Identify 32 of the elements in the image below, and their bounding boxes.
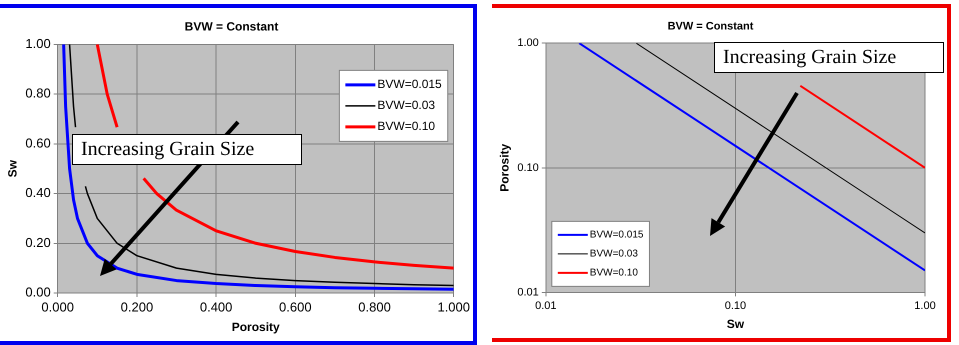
- annotation: Increasing Grain Size: [72, 134, 302, 165]
- annotation: Increasing Grain Size: [714, 42, 944, 73]
- chart-title: BVW = Constant: [184, 20, 278, 34]
- y-tick-label: 0.01: [517, 286, 539, 298]
- x-tick-label: 0.000: [41, 299, 74, 314]
- legend-label: BVW=0.10: [377, 119, 436, 134]
- x-axis-title: Porosity: [232, 320, 280, 334]
- x-tick-label: 0.200: [120, 299, 154, 314]
- y-tick-label: 0.60: [25, 135, 51, 150]
- legend-label: BVW=0.03: [377, 98, 436, 112]
- legend-label: BVW=0.015: [377, 77, 442, 92]
- x-axis-title: Sw: [726, 317, 745, 332]
- y-tick-label: 0.00: [25, 284, 51, 300]
- x-tick-label: 0.01: [535, 300, 557, 312]
- y-tick-label: 1.00: [517, 37, 539, 50]
- legend-label: BVW=0.015: [590, 230, 644, 241]
- y-tick-label: 1.00: [25, 36, 51, 51]
- legend-label: BVW=0.10: [590, 268, 638, 279]
- chart-title: BVW = Constant: [668, 20, 754, 33]
- x-tick-label: 0.10: [724, 300, 746, 312]
- x-tick-label: 1.00: [914, 300, 936, 312]
- x-tick-label: 1.000: [437, 299, 470, 314]
- x-tick-label: 0.600: [279, 299, 312, 314]
- x-tick-label: 0.400: [200, 299, 232, 314]
- y-axis-title: Porosity: [498, 143, 512, 192]
- y-tick-label: 0.20: [25, 234, 51, 250]
- x-tick-label: 0.800: [358, 299, 391, 314]
- y-tick-label: 0.10: [517, 162, 539, 174]
- legend-label: BVW=0.03: [590, 248, 638, 260]
- y-tick-label: 0.40: [25, 185, 51, 200]
- y-tick-label: 0.80: [25, 86, 51, 101]
- y-axis-title: Sw: [6, 159, 20, 178]
